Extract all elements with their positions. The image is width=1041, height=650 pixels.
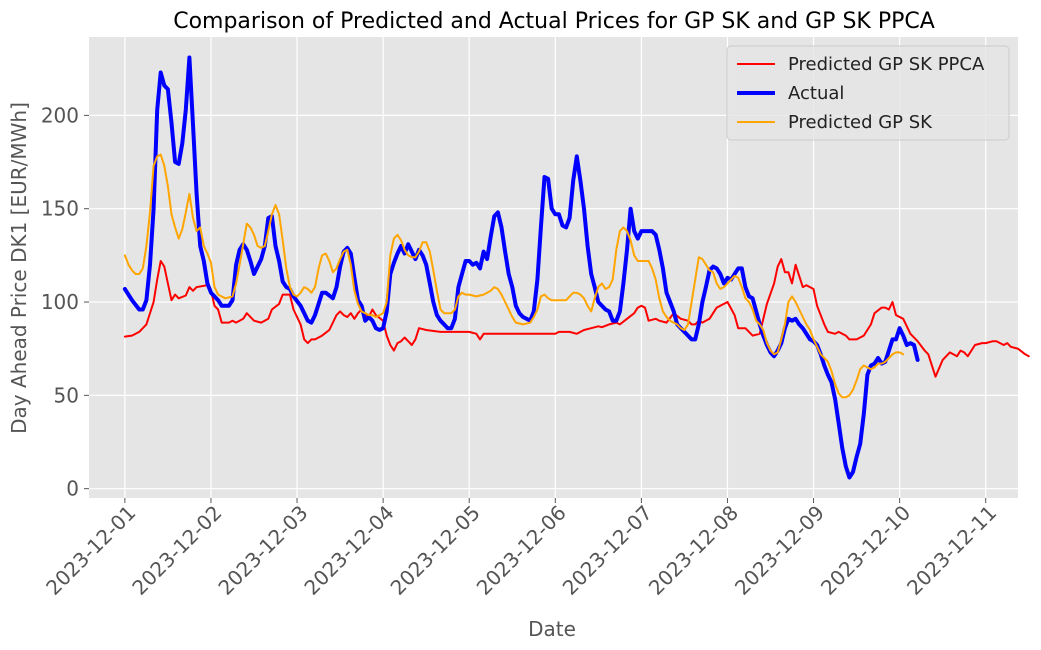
x-tick-label: 2023-12-02	[127, 501, 226, 600]
x-tick-label: 2023-12-01	[41, 501, 140, 600]
x-tick-label: 2023-12-10	[816, 501, 915, 600]
legend-label-0: Predicted GP SK PPCA	[788, 54, 985, 75]
series-line-1	[122, 55, 920, 480]
x-tick-label: 2023-12-04	[299, 501, 398, 600]
x-tick-label: 2023-12-05	[386, 501, 485, 600]
series-layer	[122, 55, 1030, 480]
grid-lines	[89, 37, 1018, 498]
y-tick-label: 150	[41, 197, 79, 221]
x-axis-label: Date	[528, 617, 576, 641]
legend-box	[726, 45, 1010, 141]
legend: Predicted GP SK PPCA Actual Predicted GP S…	[726, 45, 1010, 141]
x-tick-label: 2023-12-08	[644, 501, 743, 600]
y-tick-label: 0	[66, 477, 79, 501]
x-tick-label: 2023-12-07	[558, 501, 657, 600]
x-tick-label: 2023-12-03	[213, 501, 312, 600]
series-line-2	[123, 153, 905, 399]
legend-label-2: Predicted GP SK	[788, 112, 933, 133]
x-axis-ticks: 2023-12-012023-12-022023-12-032023-12-04…	[41, 498, 1001, 600]
chart-title: Comparison of Predicted and Actual Price…	[173, 9, 935, 34]
y-axis-label: Day Ahead Price DK1 [EUR/MWh]	[7, 102, 31, 434]
y-tick-label: 100	[41, 290, 79, 314]
x-tick-label: 2023-12-11	[902, 501, 1001, 600]
y-tick-label: 50	[54, 383, 79, 407]
y-axis-ticks: 0 50 100 150 200	[41, 103, 89, 501]
legend-label-1: Actual	[788, 83, 844, 104]
y-tick-label: 200	[41, 103, 79, 127]
series-line-0	[123, 258, 1030, 378]
x-tick-label: 2023-12-09	[730, 501, 829, 600]
x-tick-label: 2023-12-06	[472, 501, 571, 600]
